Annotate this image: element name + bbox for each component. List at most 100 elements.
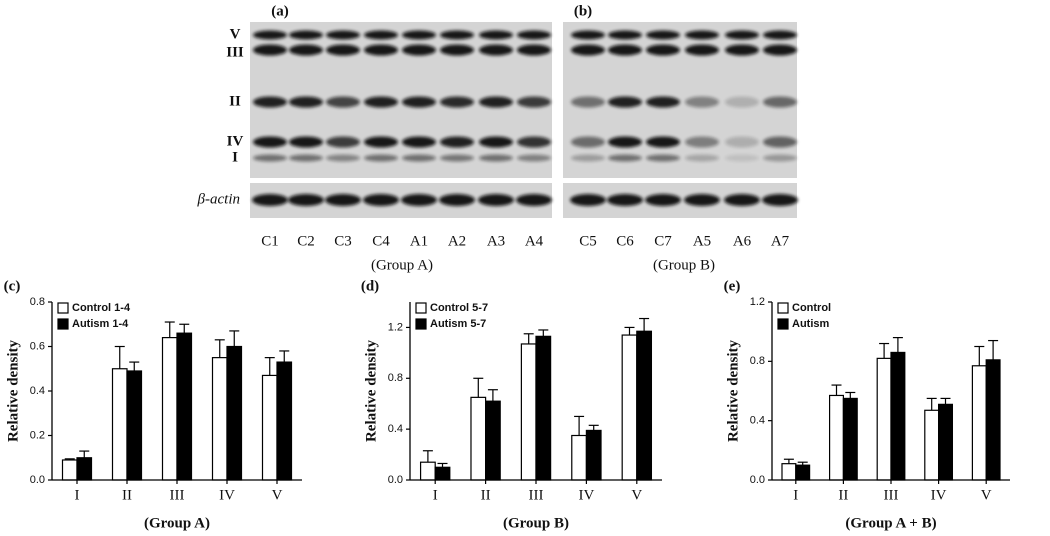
blot-band [685, 154, 719, 162]
band-label: IV [227, 133, 244, 149]
legend-label: Control 1-4 [72, 302, 131, 314]
lane-label: C2 [297, 233, 315, 249]
bar [111, 368, 128, 481]
lane-label: A3 [487, 233, 505, 249]
blot-band [646, 136, 680, 148]
lane-label: A1 [410, 233, 428, 249]
x-tick-label: III [884, 487, 899, 503]
bar [924, 409, 940, 481]
bar [211, 357, 228, 481]
lane-label: C5 [579, 233, 597, 249]
lane-label: C4 [372, 233, 390, 249]
bar [876, 357, 892, 481]
x-axis-label: (Group B) [503, 515, 569, 531]
blot-band [364, 44, 398, 56]
blot-band [571, 154, 605, 162]
blot-band [364, 136, 398, 148]
bar [485, 400, 501, 481]
blot-band [440, 154, 474, 162]
blot-band [364, 30, 398, 40]
legend-swatch [415, 302, 427, 314]
bar [61, 459, 78, 481]
blot-band [725, 30, 759, 40]
bar [571, 434, 587, 481]
blot-band [326, 30, 360, 40]
panel-label: (a) [271, 3, 289, 19]
bar [585, 429, 602, 481]
blot-band [479, 30, 513, 40]
bar [985, 359, 1001, 481]
actin-band [478, 194, 514, 206]
bar [781, 463, 797, 481]
bar [126, 370, 143, 481]
actin-band [762, 194, 798, 206]
group-label: (Group A) [371, 257, 433, 273]
x-axis-label: (Group A) [144, 515, 210, 531]
blot-band [364, 154, 398, 162]
band-label: I [232, 149, 238, 165]
blot-band [479, 154, 513, 162]
y-axis-label: Relative density [725, 339, 741, 442]
blot-band [608, 154, 642, 162]
y-tick-label: 0.0 [388, 474, 403, 486]
panel-label: (b) [574, 3, 592, 19]
x-tick-label: II [481, 487, 491, 503]
blot-band [479, 136, 513, 148]
lane-label: C1 [261, 233, 279, 249]
blot-band [289, 96, 323, 108]
legend-swatch [57, 318, 69, 330]
bar [535, 335, 552, 481]
y-tick-label: 0.4 [388, 423, 403, 435]
lane-label: C7 [654, 233, 672, 249]
blot-band [402, 30, 436, 40]
bar [621, 334, 638, 481]
blot-band [289, 44, 323, 56]
bar [842, 397, 858, 481]
legend-label: Autism 1-4 [72, 318, 129, 330]
blot-band [402, 136, 436, 148]
bar [419, 461, 436, 481]
bar [76, 457, 93, 481]
bar [971, 365, 987, 481]
legend-swatch [777, 302, 789, 314]
blot-band [571, 96, 605, 108]
blot-band [253, 96, 287, 108]
actin-band [288, 194, 324, 206]
lane-label: A2 [448, 233, 466, 249]
panel-label: (e) [724, 278, 741, 294]
x-tick-label: V [272, 487, 283, 503]
bar [470, 396, 487, 481]
lane-label: A5 [693, 233, 711, 249]
x-tick-label: I [793, 487, 798, 503]
bar [520, 343, 537, 481]
band-label: III [226, 44, 244, 60]
legend-label: Control 5-7 [430, 302, 488, 314]
blot-band [517, 30, 551, 40]
actin-band [607, 194, 643, 206]
band-label: V [230, 26, 241, 42]
bar [434, 466, 451, 481]
blot-band [440, 44, 474, 56]
lane-label: A7 [771, 233, 790, 249]
bar [261, 374, 278, 481]
actin-band [252, 194, 288, 206]
y-tick-label: 0.2 [30, 429, 45, 441]
blot-band [685, 96, 719, 108]
panel-label: (c) [4, 278, 21, 294]
bar [890, 351, 906, 481]
actin-band [724, 194, 760, 206]
blot-band [479, 44, 513, 56]
blot-band [608, 30, 642, 40]
bar [937, 403, 954, 481]
band-label: II [229, 93, 241, 109]
actin-band [401, 194, 437, 206]
blot-band [685, 44, 719, 56]
legend-label: Autism [792, 318, 830, 330]
blot-band [253, 44, 287, 56]
y-axis-label: Relative density [363, 339, 379, 442]
blot-band [517, 154, 551, 162]
blot-band [326, 136, 360, 148]
bar [176, 332, 193, 481]
blot-band [763, 136, 797, 148]
